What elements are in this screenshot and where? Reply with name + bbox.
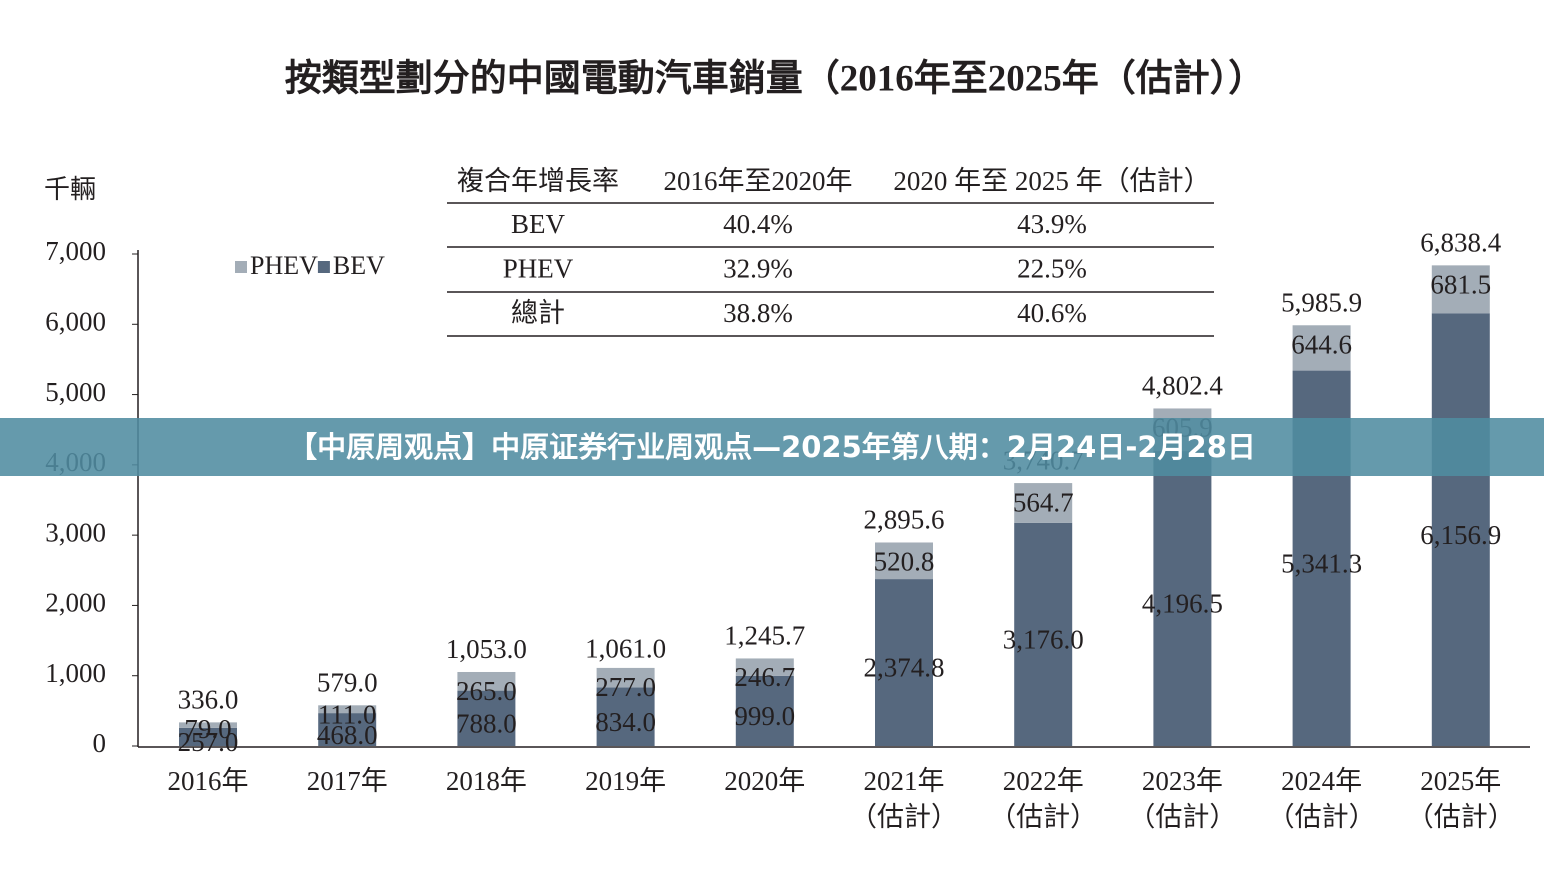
legend-label: BEV	[333, 251, 385, 280]
value-label: 2,374.8	[864, 653, 945, 683]
y-tick-label: 2,000	[45, 588, 106, 618]
x-tick-label: （估計）	[1268, 802, 1376, 832]
bar-segment	[1431, 265, 1490, 314]
total-label: 1,245.7	[724, 621, 805, 651]
chart-title: 按類型劃分的中國電動汽車銷量（2016年至2025年（估計））	[285, 57, 1266, 99]
table-cell: 22.5%	[1017, 254, 1087, 284]
value-label: 277.0	[595, 672, 656, 702]
value-label: 999.0	[734, 701, 795, 731]
value-label: 644.6	[1291, 329, 1352, 359]
total-label: 4,802.4	[1142, 371, 1224, 401]
value-label: 257.0	[178, 727, 239, 757]
x-tick-label: 2017年	[307, 766, 388, 796]
banner: 【中原周观点】中原证券行业周观点—2025年第八期：2月24日-2月28日	[0, 418, 1544, 476]
x-tick-label: 2024年	[1281, 766, 1362, 796]
x-tick-label: 2021年	[864, 766, 945, 796]
total-label: 579.0	[317, 668, 378, 698]
x-tick-label: （估計）	[1128, 802, 1236, 832]
value-label: 520.8	[874, 547, 935, 577]
total-label: 2,895.6	[864, 505, 945, 535]
bar-segment	[596, 687, 655, 746]
table-header: 複合年增長率	[457, 166, 619, 196]
value-label: 564.7	[1013, 487, 1074, 517]
total-label: 1,053.0	[446, 634, 527, 664]
bar-segment	[735, 658, 794, 676]
y-tick-label: 0	[93, 728, 107, 758]
bar-segment	[875, 542, 933, 580]
value-label: 6,156.9	[1420, 520, 1501, 550]
value-label: 246.7	[734, 662, 795, 692]
bar-segment	[1292, 325, 1351, 371]
value-label: 468.0	[317, 720, 378, 750]
x-tick-label: 2025年	[1420, 766, 1501, 796]
value-label: 788.0	[456, 709, 517, 739]
legend-swatch	[235, 261, 247, 273]
value-label: 3,176.0	[1003, 625, 1084, 655]
total-label: 1,061.0	[585, 634, 666, 664]
y-tick-label: 1,000	[45, 658, 106, 688]
table-cell: BEV	[511, 209, 566, 239]
bar-segment	[457, 690, 516, 746]
table-cell: 40.4%	[723, 209, 793, 239]
x-tick-label: （估計）	[1407, 802, 1515, 832]
bar-segment	[1153, 451, 1212, 746]
bar-segment	[318, 713, 377, 746]
x-tick-label: 2018年	[446, 766, 527, 796]
table-cell: 43.9%	[1017, 209, 1087, 239]
x-tick-label: （估計）	[989, 802, 1097, 832]
bar-segment	[1014, 483, 1073, 523]
bar-segment	[1431, 313, 1490, 746]
bar-segment	[318, 705, 377, 714]
table-cell: 40.6%	[1017, 298, 1087, 328]
x-tick-label: 2019年	[585, 766, 666, 796]
x-tick-label: 2020年	[724, 766, 805, 796]
x-tick-label: 2022年	[1003, 766, 1084, 796]
bar-segment	[457, 671, 516, 691]
value-label: 4,196.5	[1142, 589, 1223, 619]
table-header: 2020 年至 2025 年（估計）	[893, 166, 1210, 196]
table-cell: 32.9%	[723, 254, 793, 284]
y-unit-label: 千輛	[44, 175, 96, 204]
bar-segment	[179, 722, 237, 728]
legend-label: PHEV	[250, 251, 318, 280]
bar-segment	[179, 727, 237, 746]
total-label: 5,985.9	[1281, 287, 1362, 317]
table-cell: PHEV	[503, 254, 574, 284]
y-tick-label: 7,000	[45, 236, 106, 266]
value-label: 111.0	[318, 699, 377, 729]
y-tick-label: 3,000	[45, 517, 106, 547]
table-cell: 38.8%	[723, 298, 793, 328]
x-tick-label: 2016年	[168, 766, 249, 796]
value-label: 834.0	[595, 707, 656, 737]
x-tick-label: （估計）	[850, 802, 958, 832]
legend-swatch	[317, 261, 330, 273]
y-tick-label: 6,000	[45, 306, 106, 336]
total-label: 336.0	[178, 685, 239, 715]
value-label: 681.5	[1430, 270, 1491, 300]
bar-segment	[1014, 522, 1073, 746]
value-label: 79.0	[184, 714, 231, 744]
bar-segment	[596, 667, 655, 688]
value-label: 5,341.3	[1281, 548, 1362, 578]
x-tick-label: 2023年	[1142, 766, 1223, 796]
bar-segment	[875, 579, 933, 746]
y-tick-label: 5,000	[45, 377, 106, 407]
value-label: 265.0	[456, 676, 517, 706]
table-cell: 總計	[511, 298, 565, 328]
table-header: 2016年至2020年	[664, 166, 853, 196]
bar-segment	[735, 675, 794, 746]
total-label: 6,838.4	[1420, 228, 1502, 258]
